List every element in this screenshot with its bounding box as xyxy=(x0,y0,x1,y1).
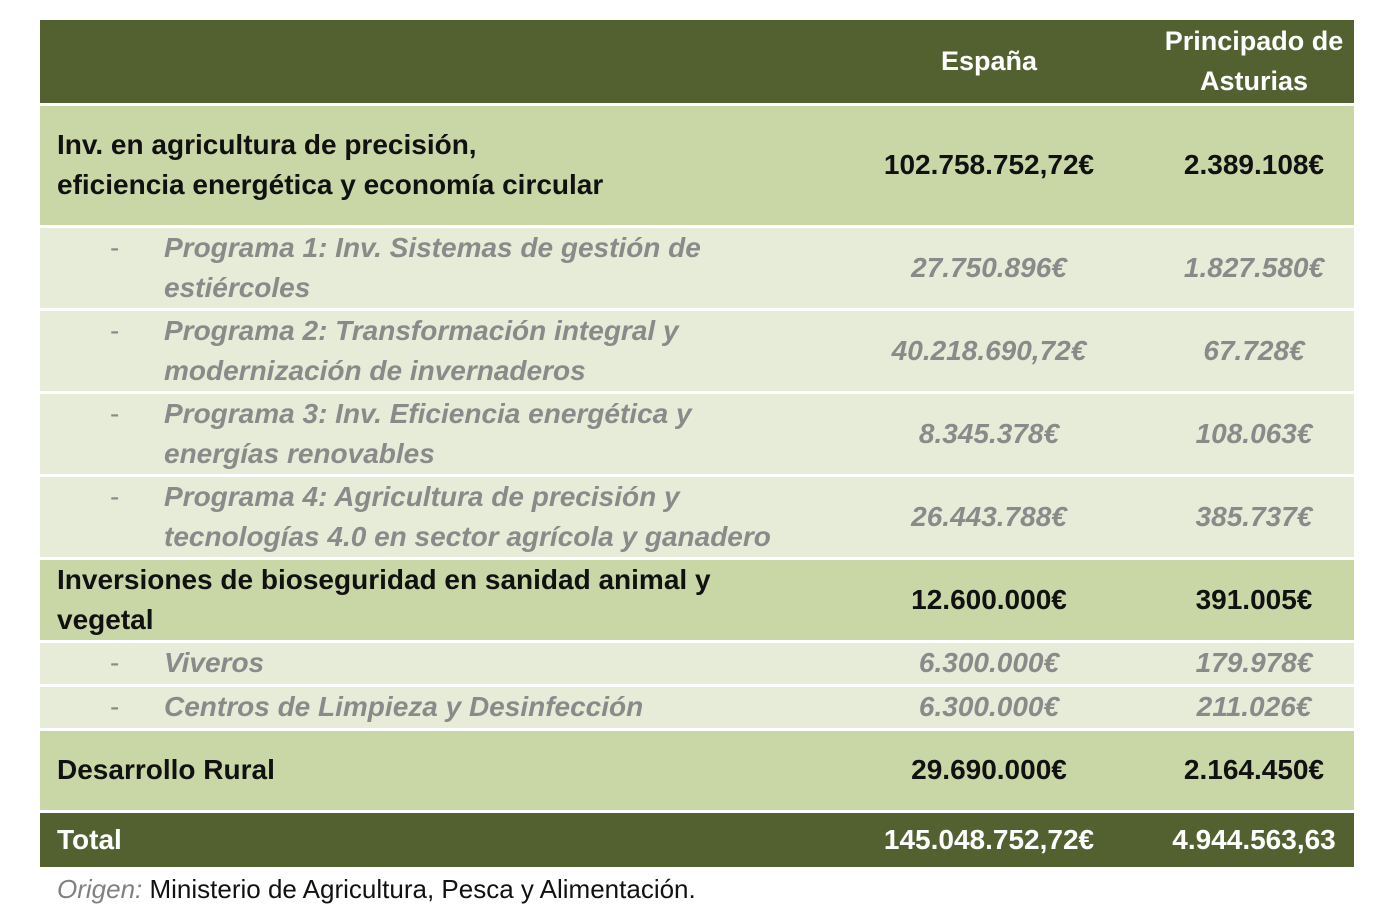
asturias-value: 1.827.580€ xyxy=(1154,224,1354,309)
row-label-line: estiércoles xyxy=(164,271,311,303)
dash-bullet: - xyxy=(110,231,120,263)
subprogram-row: - Programa 2: Transformación integral y mo… xyxy=(40,307,1354,392)
source-prefix: Origen: xyxy=(57,874,143,904)
dash-bullet: - xyxy=(110,480,120,512)
row-label-line: Centros de Limpieza y Desinfección xyxy=(164,691,644,722)
row-label-line: eficiencia energética y economía circula… xyxy=(57,169,604,200)
row-label-line: Viveros xyxy=(164,647,265,678)
total-espana: 145.048.752,72€ xyxy=(824,809,1154,867)
espana-value: 40.218.690,72€ xyxy=(824,307,1154,392)
dash-bullet: - xyxy=(110,647,120,678)
row-label-line: Programa 4: Agricultura de precisión y xyxy=(164,480,680,512)
total-row: Total 145.048.752,72€ 4.944.563,63 xyxy=(40,809,1354,867)
row-label-line: vegetal xyxy=(57,603,154,635)
row-label: - Programa 4: Agricultura de precisión y t… xyxy=(40,473,824,558)
subprogram-row: - Centros de Limpieza y Desinfección 6.300… xyxy=(40,683,1354,729)
subprogram-row: - Programa 4: Agricultura de precisión y t… xyxy=(40,473,1354,558)
total-asturias: 4.944.563,63 xyxy=(1154,809,1354,867)
total-label: Total xyxy=(40,809,824,867)
table-body: Inv. en agricultura de precisión, eficien… xyxy=(40,102,1354,811)
row-label-line: Programa 3: Inv. Eficiencia energética y xyxy=(164,397,692,429)
asturias-value: 391.005€ xyxy=(1154,556,1354,641)
source-note: Origen: Ministerio de Agricultura, Pesca… xyxy=(40,871,1354,907)
dash-bullet: - xyxy=(110,691,120,722)
espana-value: 6.300.000€ xyxy=(824,683,1154,729)
espana-value: 8.345.378€ xyxy=(824,390,1154,475)
espana-value: 6.300.000€ xyxy=(824,639,1154,685)
dash-bullet: - xyxy=(110,397,120,429)
header-asturias-line1: Principado de xyxy=(1164,26,1344,57)
funding-table: España Principado de Asturias Inv. en ag… xyxy=(40,20,1354,867)
row-label-line: modernización de invernaderos xyxy=(164,354,586,386)
category-row: Inv. en agricultura de precisión, eficien… xyxy=(40,102,1354,226)
funding-table-container: España Principado de Asturias Inv. en ag… xyxy=(40,20,1354,907)
asturias-value: 2.389.108€ xyxy=(1154,102,1354,226)
subprogram-row: - Viveros 6.300.000€ 179.978€ xyxy=(40,639,1354,685)
row-label: - Viveros xyxy=(40,639,824,685)
row-label: Inversiones de bioseguridad en sanidad a… xyxy=(40,556,824,641)
row-label-line: energías renovables xyxy=(164,437,435,469)
row-label: - Programa 3: Inv. Eficiencia energética … xyxy=(40,390,824,475)
asturias-value: 211.026€ xyxy=(1154,683,1354,729)
row-label: - Programa 1: Inv. Sistemas de gestión de… xyxy=(40,224,824,309)
asturias-value: 67.728€ xyxy=(1154,307,1354,392)
row-label-line: tecnologías 4.0 en sector agrícola y gan… xyxy=(164,520,771,552)
subprogram-row: - Programa 3: Inv. Eficiencia energética … xyxy=(40,390,1354,475)
header-espana: España xyxy=(940,46,1038,77)
espana-value: 29.690.000€ xyxy=(824,727,1154,811)
espana-value: 12.600.000€ xyxy=(824,556,1154,641)
espana-value: 27.750.896€ xyxy=(824,224,1154,309)
source-text: Ministerio de Agricultura, Pesca y Alime… xyxy=(142,874,696,904)
row-label-line: Inv. en agricultura de precisión, xyxy=(57,129,477,160)
row-label: - Programa 2: Transformación integral y mo… xyxy=(40,307,824,392)
espana-value: 26.443.788€ xyxy=(824,473,1154,558)
row-label: Desarrollo Rural xyxy=(40,727,824,811)
dash-bullet: - xyxy=(110,314,120,346)
header-label-cell xyxy=(40,20,824,104)
asturias-value: 2.164.450€ xyxy=(1154,727,1354,811)
row-label: - Centros de Limpieza y Desinfección xyxy=(40,683,824,729)
row-label-line: Programa 1: Inv. Sistemas de gestión de xyxy=(164,231,701,263)
asturias-value: 179.978€ xyxy=(1154,639,1354,685)
row-label: Inv. en agricultura de precisión, eficien… xyxy=(40,102,824,226)
row-label-line: Inversiones de bioseguridad en sanidad a… xyxy=(57,563,711,595)
header-asturias-line2: Asturias xyxy=(1199,66,1309,97)
row-label-line: Desarrollo Rural xyxy=(57,754,275,785)
row-label-line: Programa 2: Transformación integral y xyxy=(164,314,679,346)
category-row: Desarrollo Rural 29.690.000€ 2.164.450€ xyxy=(40,727,1354,811)
asturias-value: 108.063€ xyxy=(1154,390,1354,475)
subprogram-row: - Programa 1: Inv. Sistemas de gestión de… xyxy=(40,224,1354,309)
espana-value: 102.758.752,72€ xyxy=(824,102,1154,226)
header-asturias: Principado de Asturias xyxy=(1154,20,1354,104)
category-row: Inversiones de bioseguridad en sanidad a… xyxy=(40,556,1354,641)
asturias-value: 385.737€ xyxy=(1154,473,1354,558)
table-header-row: España Principado de Asturias xyxy=(40,20,1354,104)
